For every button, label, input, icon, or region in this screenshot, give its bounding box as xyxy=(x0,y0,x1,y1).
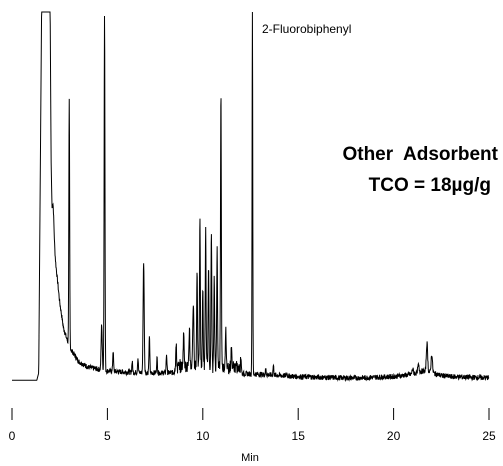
tco-annotation: TCO = 18µg/g xyxy=(369,175,491,196)
chromatogram-trace xyxy=(12,11,490,383)
x-tick-label: 20 xyxy=(387,429,401,443)
x-tick-label: 15 xyxy=(292,429,306,443)
x-axis: 0 5 10 15 20 25 xyxy=(9,408,496,443)
adsorbent-annotation: Other Adsorbent xyxy=(342,144,498,165)
plot-area xyxy=(12,11,490,383)
x-tick-label: 10 xyxy=(196,429,210,443)
x-tick-label: 0 xyxy=(9,429,16,443)
x-tick-label: 25 xyxy=(482,429,496,443)
x-axis-label: Min xyxy=(241,452,259,464)
peak-label-2-fluorobiphenyl: 2-Fluorobiphenyl xyxy=(262,22,351,36)
x-tick-label: 5 xyxy=(104,429,111,443)
